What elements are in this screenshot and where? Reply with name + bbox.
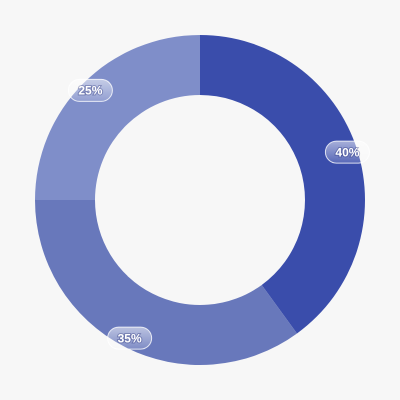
donut-segment: [34, 200, 297, 365]
donut-segment: [200, 35, 365, 334]
label-pill: [67, 78, 113, 102]
donut-segment: [35, 35, 200, 200]
value-label: 40%: [324, 140, 370, 164]
value-label: 35%: [107, 326, 153, 350]
label-text: 40%: [335, 145, 359, 159]
label-text: 35%: [118, 331, 142, 345]
value-label: 25%: [67, 78, 113, 102]
label-pill: [107, 326, 153, 350]
label-text: 25%: [78, 84, 102, 98]
label-pill: [324, 140, 370, 164]
